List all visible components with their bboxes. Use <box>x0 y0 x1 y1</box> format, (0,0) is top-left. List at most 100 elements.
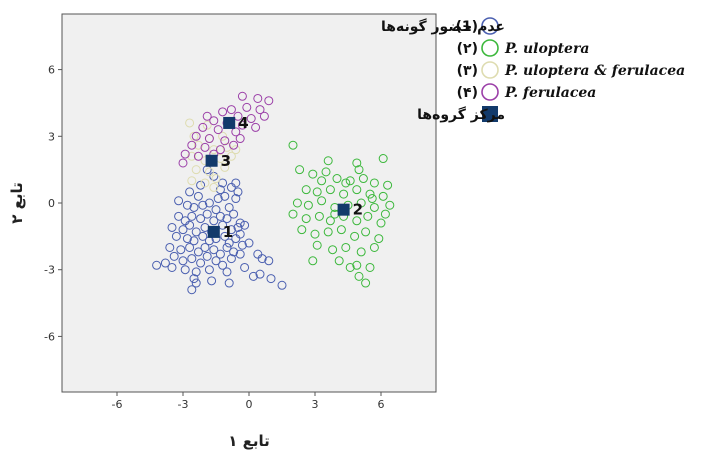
data-point-series-2 <box>301 185 311 195</box>
data-point-series-2 <box>345 262 355 272</box>
x-axis-title: تابع ۱ <box>228 432 270 450</box>
x-tick-label: -6 <box>112 398 123 411</box>
data-point-series-2 <box>314 211 324 221</box>
data-point-series-1 <box>152 260 162 270</box>
data-point-series-2 <box>341 242 351 252</box>
data-point-series-2 <box>350 231 360 241</box>
data-point-series-1 <box>215 185 225 195</box>
data-point-series-2 <box>328 245 338 255</box>
group-centroid-3 <box>205 154 218 167</box>
data-point-series-4 <box>242 102 252 112</box>
data-point-series-1 <box>187 285 197 295</box>
points-layer <box>152 91 395 295</box>
data-point-series-3 <box>187 176 197 186</box>
data-point-series-1 <box>196 258 206 268</box>
data-point-series-3 <box>187 151 197 161</box>
centroid-layer: 1 2 3 4 <box>205 114 363 241</box>
x-tick-label: 0 <box>246 398 253 411</box>
data-point-series-1 <box>198 231 208 241</box>
group-centroid-4 <box>223 116 236 129</box>
data-point-series-2 <box>352 216 362 226</box>
data-point-series-1 <box>178 256 188 266</box>
data-point-series-1 <box>185 220 195 230</box>
data-point-series-4 <box>231 127 241 137</box>
data-point-series-1 <box>200 242 210 252</box>
data-point-series-4 <box>235 134 245 144</box>
data-point-series-1 <box>207 276 217 286</box>
data-point-series-1 <box>185 242 195 252</box>
data-point-series-2 <box>295 165 305 175</box>
legend-marker-2: (۲) <box>457 41 478 57</box>
data-point-series-2 <box>378 191 388 201</box>
data-point-series-2 <box>303 200 313 210</box>
data-point-series-2 <box>292 198 302 208</box>
data-point-series-1 <box>202 251 212 261</box>
data-point-series-1 <box>218 178 228 188</box>
data-point-series-4 <box>204 134 214 144</box>
data-point-series-1 <box>233 187 243 197</box>
data-point-series-4 <box>251 122 261 132</box>
data-point-series-2 <box>376 218 386 228</box>
data-point-series-4 <box>246 114 256 124</box>
data-point-series-4 <box>187 140 197 150</box>
data-point-series-2 <box>369 202 379 212</box>
data-point-series-3 <box>193 140 203 150</box>
data-point-series-4 <box>191 131 201 141</box>
data-point-series-1 <box>244 238 254 248</box>
data-point-series-1 <box>171 231 181 241</box>
data-point-series-4 <box>200 142 210 152</box>
y-axis-title: تابع ۲ <box>8 182 26 224</box>
data-point-series-1 <box>235 249 245 259</box>
data-point-series-2 <box>312 240 322 250</box>
data-point-series-1 <box>196 180 206 190</box>
y-tick-label: 3 <box>48 130 55 143</box>
y-tick-label: -6 <box>44 330 55 343</box>
data-point-series-1 <box>187 211 197 221</box>
data-point-series-2 <box>312 187 322 197</box>
data-point-series-2 <box>378 154 388 164</box>
data-point-series-4 <box>255 105 265 115</box>
data-point-series-1 <box>266 274 276 284</box>
data-point-series-3 <box>231 145 241 155</box>
data-point-series-3 <box>211 174 221 184</box>
data-point-series-2 <box>334 256 344 266</box>
data-point-series-1 <box>224 202 234 212</box>
data-point-series-1 <box>220 191 230 201</box>
data-point-series-4 <box>237 120 247 130</box>
data-point-series-3 <box>200 178 210 188</box>
data-point-series-4 <box>209 116 219 126</box>
data-point-series-1 <box>174 211 184 221</box>
legend-swatch-4 <box>481 83 499 101</box>
data-point-series-2 <box>380 209 390 219</box>
data-point-series-1 <box>231 178 241 188</box>
legend-label-1: عدم حضور گونه‌ها <box>381 18 505 35</box>
data-point-series-2 <box>365 262 375 272</box>
group-centroid-1 <box>207 225 220 238</box>
ticks-layer: -6 -3 0 3 6 6 3 0 -3 -6 <box>44 64 384 411</box>
data-point-series-2 <box>321 167 331 177</box>
data-point-series-1 <box>213 194 223 204</box>
data-point-series-1 <box>193 191 203 201</box>
data-point-series-1 <box>187 254 197 264</box>
data-point-series-3 <box>226 151 236 161</box>
data-point-series-4 <box>253 93 263 103</box>
data-point-series-2 <box>325 185 335 195</box>
data-point-series-2 <box>352 158 362 168</box>
data-point-series-2 <box>288 140 298 150</box>
data-point-series-2 <box>354 271 364 281</box>
data-point-series-2 <box>367 194 377 204</box>
y-tick-label: -3 <box>44 264 55 277</box>
data-point-series-1 <box>235 218 245 228</box>
data-point-series-2 <box>341 178 351 188</box>
x-tick-label: -3 <box>178 398 189 411</box>
data-point-series-1 <box>193 247 203 257</box>
data-point-series-2 <box>323 227 333 237</box>
plot-area <box>61 13 437 393</box>
data-point-series-1 <box>174 196 184 206</box>
data-point-series-4 <box>202 111 212 121</box>
data-point-series-3 <box>202 120 212 130</box>
legend-label-2: P. uloptera <box>504 41 589 57</box>
data-point-series-2 <box>361 278 371 288</box>
data-point-series-1 <box>264 256 274 266</box>
legend-label-3: P. uloptera & ferulacea <box>504 63 685 79</box>
